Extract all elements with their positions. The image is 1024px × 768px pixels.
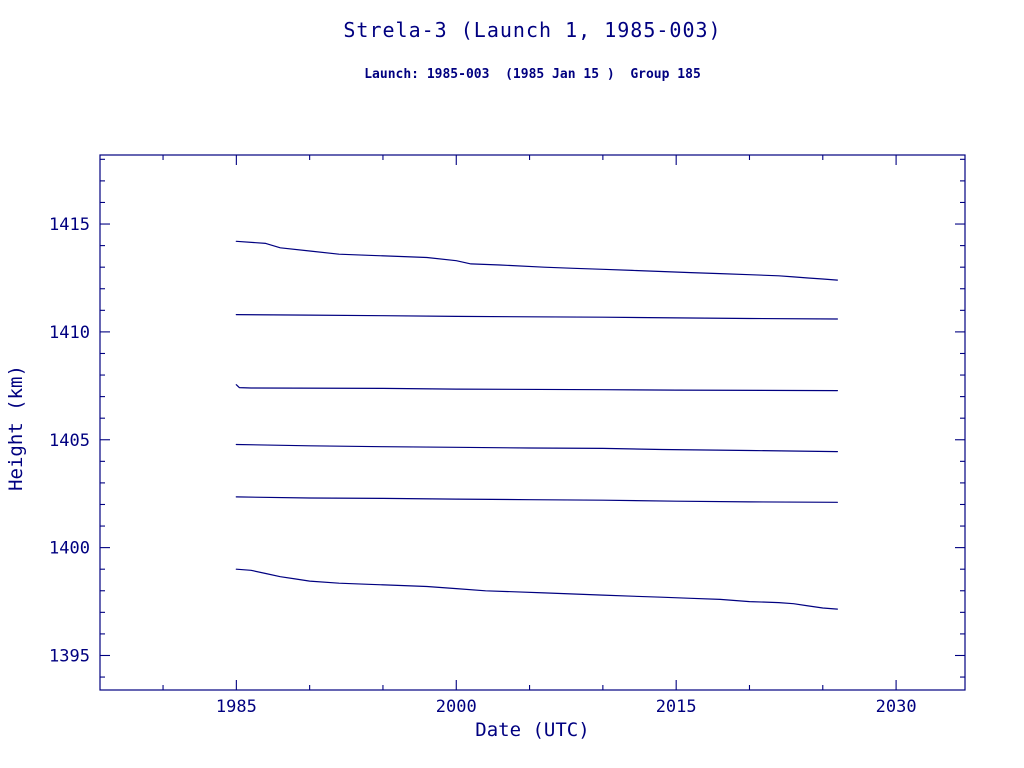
x-tick-label: 2000 xyxy=(436,697,477,717)
x-tick-label: 1985 xyxy=(216,697,257,717)
data-series xyxy=(235,240,839,610)
x-tick-label: 2015 xyxy=(656,697,697,717)
y-ticks xyxy=(100,158,965,678)
x-tick-label: 2030 xyxy=(876,697,917,717)
y-tick-label: 1400 xyxy=(49,539,90,559)
y-tick-labels: 1395 1400 1405 1410 1415 xyxy=(49,215,90,666)
x-axis-label: Date (UTC) xyxy=(475,719,590,741)
series-satellite-6 xyxy=(235,568,839,610)
chart-title: Strela-3 (Launch 1, 1985-003) xyxy=(343,18,722,42)
y-tick-label: 1410 xyxy=(49,323,90,343)
x-ticks xyxy=(162,155,897,690)
y-tick-label: 1415 xyxy=(49,215,90,235)
series-satellite-2 xyxy=(235,314,839,320)
y-axis-label: Height (km) xyxy=(5,365,27,491)
series-satellite-4 xyxy=(235,443,839,453)
axis-frame xyxy=(99,154,966,691)
y-tick-label: 1395 xyxy=(49,646,90,666)
chart-subtitle: Launch: 1985-003 (1985 Jan 15 ) Group 18… xyxy=(364,67,701,82)
series-satellite-1 xyxy=(235,240,839,281)
x-tick-labels: 1985 2000 2015 2030 xyxy=(216,697,917,717)
series-satellite-3 xyxy=(235,384,839,392)
y-tick-label: 1405 xyxy=(49,431,90,451)
series-satellite-5 xyxy=(235,496,839,503)
